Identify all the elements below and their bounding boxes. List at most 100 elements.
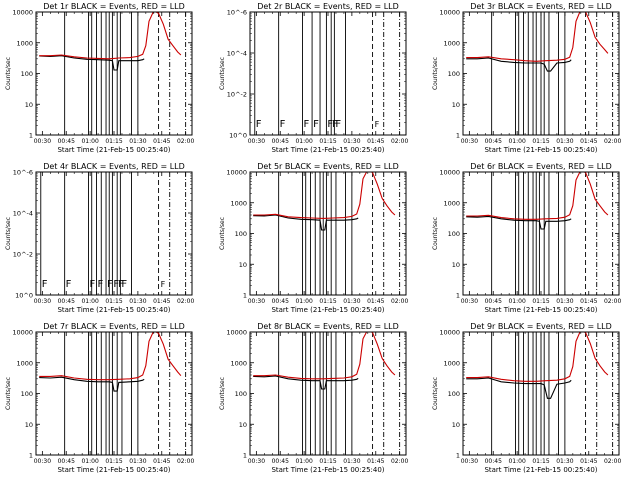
events-series-line [39, 376, 145, 392]
x-axis-label: Start Time (21-Feb-15 00:25:40) [484, 466, 597, 474]
x-tick-label: 01:15 [319, 458, 336, 465]
y-tick-label: 10000 [439, 329, 460, 337]
x-tick-label: 01:00 [508, 138, 525, 145]
y-tick-label: 1 [456, 452, 460, 460]
y-tick-label: 1 [456, 132, 460, 140]
flag-marker: F [332, 119, 338, 130]
plot-frame [249, 11, 407, 136]
x-tick-label: 01:30 [556, 298, 573, 305]
lld-series-line [39, 12, 182, 60]
x-tick-label: 01:15 [105, 138, 122, 145]
flag-marker: F [90, 279, 96, 290]
y-tick-label: 10 [239, 421, 247, 429]
x-tick-label: 01:15 [105, 458, 122, 465]
y-tick-label: 10^-4 [13, 210, 33, 218]
flag-bracket-marker: F [161, 280, 166, 289]
y-tick-label: 100 [21, 70, 33, 78]
x-tick-label: 01:15 [319, 298, 336, 305]
plot-data [39, 12, 187, 135]
x-tick-label: 01:00 [81, 138, 98, 145]
x-axis-label: Start Time (21-Feb-15 00:25:40) [57, 146, 170, 154]
x-axis-label: Start Time (21-Feb-15 00:25:40) [484, 306, 597, 314]
x-tick-label: 01:45 [153, 138, 170, 145]
x-tick-label: 01:30 [343, 458, 360, 465]
y-tick-label: 10^0 [15, 292, 33, 300]
y-tick-label: 10 [25, 421, 33, 429]
y-tick-label: 100 [235, 230, 247, 238]
x-tick-label: 02:00 [177, 298, 194, 305]
x-tick-label: 01:45 [580, 458, 597, 465]
panel-title: Det 9r BLACK = Events, RED = LLD [470, 322, 612, 331]
y-tick-label: 10^0 [229, 132, 247, 140]
x-axis-label: Start Time (21-Feb-15 00:25:40) [57, 466, 170, 474]
lld-series-line [253, 172, 396, 219]
x-tick-label: 00:30 [34, 298, 51, 305]
plot-data [466, 172, 614, 295]
panel-title: Det 1r BLACK = Events, RED = LLD [43, 2, 185, 11]
lld-series-line [466, 332, 609, 382]
flag-marker: F [97, 279, 103, 290]
flag-marker: F [313, 119, 319, 130]
panel-title: Det 2r BLACK = Events, RED = LLD [257, 2, 399, 11]
x-axis-label: Start Time (21-Feb-15 00:25:40) [271, 146, 384, 154]
plot-frame [462, 171, 620, 296]
x-tick-label: 00:45 [272, 138, 289, 145]
y-tick-label: 10000 [226, 329, 247, 337]
y-tick-label: 10^-6 [13, 169, 33, 177]
y-axis-label: Counts/sec [5, 57, 12, 90]
flag-marker: F [42, 279, 48, 290]
x-tick-label: 01:00 [81, 458, 98, 465]
panel-title: Det 3r BLACK = Events, RED = LLD [470, 2, 612, 11]
detector-panel-3: Det 3r BLACK = Events, RED = LLD Counts/s… [432, 2, 621, 154]
y-tick-label: 1000 [16, 39, 33, 47]
x-tick-label: 00:30 [248, 458, 265, 465]
events-series-line [466, 377, 572, 399]
x-tick-label: 01:30 [129, 138, 146, 145]
x-tick-label: 00:30 [248, 298, 265, 305]
x-tick-label: 01:15 [532, 458, 549, 465]
x-tick-label: 01:00 [295, 458, 312, 465]
x-tick-label: 00:45 [272, 458, 289, 465]
x-axis-label: Start Time (21-Feb-15 00:25:40) [484, 146, 597, 154]
plot-frame [35, 11, 193, 136]
y-tick-label: 1000 [230, 199, 247, 207]
x-tick-label: 01:00 [81, 298, 98, 305]
flag-marker: F [256, 119, 262, 130]
detector-panel-8: Det 8r BLACK = Events, RED = LLD Counts/s… [219, 322, 408, 474]
y-tick-label: 100 [448, 390, 460, 398]
detector-panel-9: Det 9r BLACK = Events, RED = LLD Counts/s… [432, 322, 621, 474]
x-tick-label: 01:45 [580, 298, 597, 305]
detector-panel-7: Det 7r BLACK = Events, RED = LLD Counts/s… [5, 322, 194, 474]
y-tick-label: 1000 [443, 39, 460, 47]
x-tick-label: 00:45 [485, 458, 502, 465]
x-tick-label: 01:45 [367, 458, 384, 465]
plot-frame [462, 331, 620, 456]
y-tick-label: 10^-6 [227, 9, 247, 17]
plot-data [253, 332, 401, 455]
x-axis-label: Start Time (21-Feb-15 00:25:40) [271, 466, 384, 474]
x-tick-label: 00:45 [58, 298, 75, 305]
events-series-line [466, 215, 572, 230]
y-tick-label: 10 [452, 261, 460, 269]
y-axis-label: Counts/sec [5, 217, 12, 250]
panel-title: Det 5r BLACK = Events, RED = LLD [257, 162, 399, 171]
x-tick-label: 02:00 [604, 138, 621, 145]
y-axis-label: Counts/sec [219, 377, 226, 410]
flag-marker: F [335, 119, 341, 130]
panel-title: Det 4r BLACK = Events, RED = LLD [43, 162, 185, 171]
detector-panel-6: Det 6r BLACK = Events, RED = LLD Counts/s… [432, 162, 621, 314]
x-tick-label: 01:30 [343, 138, 360, 145]
x-axis-label: Start Time (21-Feb-15 00:25:40) [271, 306, 384, 314]
y-tick-label: 1000 [443, 359, 460, 367]
y-tick-label: 100 [448, 230, 460, 238]
x-tick-label: 01:45 [367, 298, 384, 305]
y-tick-label: 1000 [443, 199, 460, 207]
y-tick-label: 100 [235, 390, 247, 398]
flag-bracket-marker: F [375, 120, 380, 129]
x-axis-label: Start Time (21-Feb-15 00:25:40) [57, 306, 170, 314]
lld-series-line [466, 172, 609, 220]
y-tick-label: 1 [456, 292, 460, 300]
y-axis-label: Counts/sec [432, 57, 439, 90]
x-tick-label: 01:00 [295, 138, 312, 145]
